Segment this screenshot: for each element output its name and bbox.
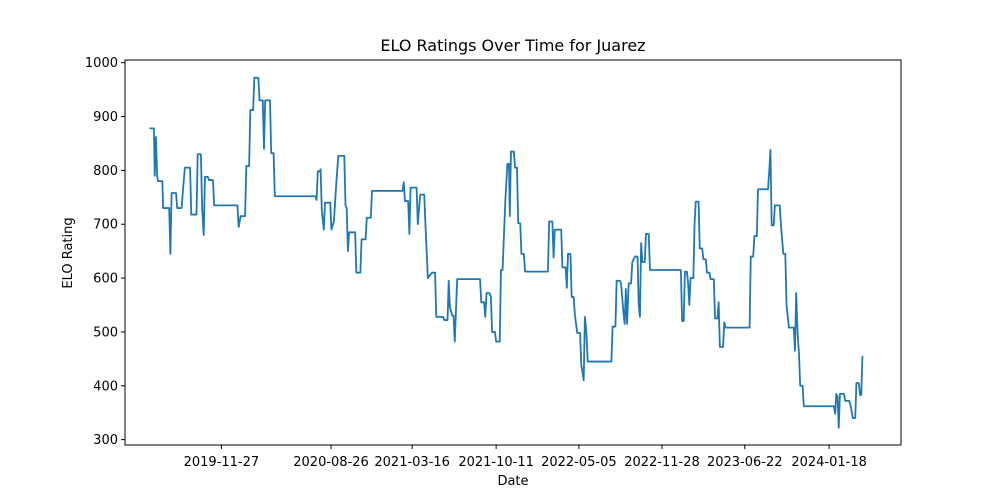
- y-tick-label: 800: [93, 164, 118, 179]
- y-tick-label: 700: [93, 218, 118, 233]
- x-tick-label: 2023-06-22: [707, 455, 783, 470]
- x-tick-label: 2022-05-05: [541, 455, 617, 470]
- plot-area: [149, 76, 864, 429]
- y-axis-label: ELO Rating: [61, 217, 76, 288]
- x-tick-label: 2021-10-11: [458, 455, 534, 470]
- y-tick-label: 300: [93, 433, 118, 448]
- y-tick-label: 900: [93, 110, 118, 125]
- y-tick-label: 1000: [85, 56, 118, 71]
- x-axis-label: Date: [497, 474, 528, 489]
- x-tick-label: 2021-03-16: [374, 455, 450, 470]
- y-tick-label: 600: [93, 272, 118, 287]
- x-tick-label: 2019-11-27: [184, 455, 260, 470]
- series-line-juarez: [149, 76, 864, 429]
- y-axis-ticks: 300 400 500 600 700 800 900 1000: [85, 56, 125, 448]
- x-axis-ticks: 2019-11-27 2020-08-26 2021-03-16 2021-10-11…: [184, 445, 867, 470]
- y-tick-label: 400: [93, 379, 118, 394]
- x-tick-label: 2022-11-28: [624, 455, 700, 470]
- chart-title: ELO Ratings Over Time for Juarez: [380, 36, 645, 55]
- y-tick-label: 500: [93, 325, 118, 340]
- x-tick-label: 2020-08-26: [293, 455, 369, 470]
- x-tick-label: 2024-01-18: [791, 455, 867, 470]
- axes-frame: [124, 59, 902, 446]
